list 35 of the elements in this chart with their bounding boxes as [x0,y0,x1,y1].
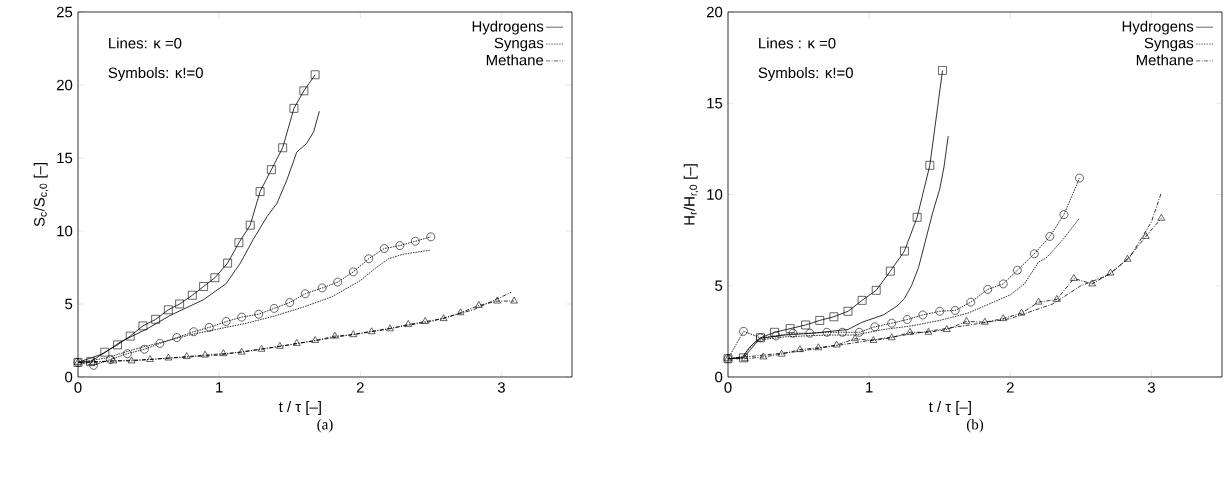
y-tick-label: 15 [707,98,723,109]
y-tick-label: 10 [57,225,73,237]
text: (a) [317,419,333,433]
legend-label: Methane [1136,54,1194,66]
y-tick-label: 0 [715,371,723,383]
x-tick-label: 0 [724,382,732,393]
y-tick-label: 20 [56,79,73,91]
y-tick-label: 10 [707,189,723,200]
annotation: Symbols: κ!=0 [758,67,853,81]
x-tick-label: 1 [866,382,873,393]
legend-label: Syngas [1144,37,1194,52]
y-tick-label: 20 [706,6,723,18]
x-axis-title: t / τ [–] [928,401,971,415]
annotation: Lines : κ =0 [759,37,836,49]
legend-label: Methane [486,54,544,66]
text: (b) [966,419,984,433]
legend-label: Hydrogens [472,20,544,35]
x-tick-label: 2 [356,382,364,393]
x-axis-title: t / τ [–] [278,401,321,415]
x-tick-label: 0 [74,382,82,393]
x-tick-label: 3 [1147,382,1155,393]
legend-label: Syngas [494,37,544,52]
y-tick-label: 0 [65,371,73,383]
y-axis-title: S$_{c}$/S$_{c,0}$ [–] [33,163,49,227]
y-tick-label: 5 [65,298,73,310]
y-axis-title: H$_{r}$/H$_{r,0}$ [–] [683,164,699,225]
y-tick-label: 25 [56,6,73,18]
y-tick-label: 5 [715,280,723,291]
x-tick-label: 1 [216,382,223,393]
legend-label: Hydrogens [1122,20,1194,35]
annotation: Lines: κ =0 [109,37,182,49]
x-tick-label: 3 [497,382,505,393]
x-tick-label: 2 [1006,382,1014,393]
annotation: Symbols: κ!=0 [108,67,203,81]
y-tick-label: 15 [57,152,73,164]
